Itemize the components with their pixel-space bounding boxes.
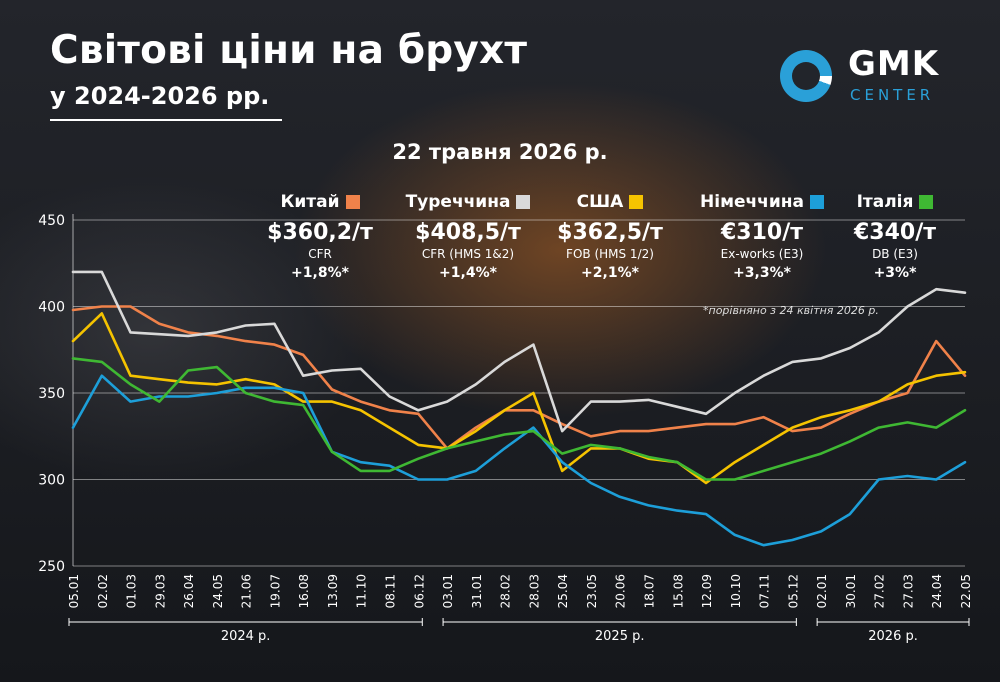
y-tick-label: 300 bbox=[38, 473, 65, 489]
country-name: Німеччина bbox=[700, 192, 804, 212]
footnote: *порівняно з 24 квітня 2026 р. bbox=[703, 304, 879, 317]
country-usa: США $362,5/т FOB (HMS 1/2) +2,1%* bbox=[530, 192, 690, 281]
country-change: +2,1%* bbox=[581, 265, 639, 281]
x-tick-label: 27.02 bbox=[873, 574, 887, 608]
y-tick-label: 400 bbox=[38, 300, 65, 316]
legend-swatch-icon bbox=[516, 195, 531, 209]
x-tick-label: 06.12 bbox=[412, 574, 426, 608]
country-change: +1,8%* bbox=[291, 265, 349, 281]
x-tick-label: 28.03 bbox=[527, 574, 541, 608]
x-tick-label: 11.10 bbox=[355, 574, 369, 608]
country-basis: CFR bbox=[308, 247, 332, 261]
x-tick-label: 25.04 bbox=[556, 574, 570, 608]
country-china: Китай $360,2/т CFR +1,8%* bbox=[240, 192, 400, 281]
series-line-Китай bbox=[71, 305, 967, 450]
x-tick-label: 08.11 bbox=[384, 574, 398, 608]
country-price: €310/т bbox=[720, 220, 804, 245]
x-tick-label: 24.05 bbox=[211, 574, 225, 608]
subtitle-underline bbox=[50, 119, 282, 121]
country-basis: Ex-works (E3) bbox=[720, 247, 804, 261]
logo-subtext: CENTER bbox=[850, 86, 935, 104]
x-tick-label: 23.05 bbox=[585, 574, 599, 608]
x-tick-label: 07.11 bbox=[758, 574, 772, 608]
country-turkey: Туреччина $408,5/т CFR (HMS 1&2) +1,4%* bbox=[388, 192, 548, 281]
country-price: $362,5/т bbox=[557, 220, 663, 245]
year-group-label: 2024 р. bbox=[221, 629, 271, 644]
year-group-label: 2026 р. bbox=[868, 629, 918, 644]
x-tick-label: 13.09 bbox=[326, 574, 340, 608]
y-tick-label: 350 bbox=[38, 386, 65, 402]
country-price: $408,5/т bbox=[415, 220, 521, 245]
country-change: +3%* bbox=[873, 265, 917, 281]
legend-swatch-icon bbox=[629, 195, 644, 209]
x-tick-label: 10.10 bbox=[729, 574, 743, 608]
x-tick-label: 26.04 bbox=[182, 574, 196, 608]
country-name: Китай bbox=[280, 192, 340, 212]
country-name: США bbox=[576, 192, 624, 212]
x-tick-label: 21.06 bbox=[240, 574, 254, 608]
legend-swatch-icon bbox=[809, 195, 824, 209]
x-tick-label: 05.12 bbox=[786, 574, 800, 608]
x-tick-label: 16.08 bbox=[297, 574, 311, 608]
chart-subtitle: у 2024-2026 рр. bbox=[50, 82, 270, 110]
country-price: $360,2/т bbox=[267, 220, 373, 245]
logo-brand: GMK bbox=[848, 44, 940, 84]
x-tick-label: 20.06 bbox=[614, 574, 628, 608]
x-tick-label: 12.09 bbox=[700, 574, 714, 608]
x-tick-label: 02.02 bbox=[96, 574, 110, 608]
country-basis: DB (E3) bbox=[872, 247, 918, 261]
x-tick-label: 03.01 bbox=[441, 574, 455, 608]
series-line-Італія bbox=[71, 357, 967, 481]
x-tick-label: 31.01 bbox=[470, 574, 484, 608]
country-germany: Німеччина €310/т Ex-works (E3) +3,3%* bbox=[682, 192, 842, 281]
country-change: +3,3%* bbox=[733, 265, 791, 281]
x-tick-label: 27.03 bbox=[901, 574, 915, 608]
country-name: Туреччина bbox=[405, 192, 511, 212]
country-price: €340/т bbox=[853, 220, 937, 245]
x-tick-label: 18.07 bbox=[642, 574, 656, 608]
x-tick-label: 02.01 bbox=[815, 574, 829, 608]
x-tick-label: 15.08 bbox=[671, 574, 685, 608]
x-tick-label: 19.07 bbox=[268, 574, 282, 608]
country-basis: FOB (HMS 1/2) bbox=[566, 247, 654, 261]
series-line-Німеччина bbox=[71, 374, 967, 547]
x-tick-label: 22.05 bbox=[959, 574, 973, 608]
x-tick-label: 05.01 bbox=[67, 574, 81, 608]
gmk-logo-icon bbox=[780, 50, 832, 102]
series-line-Туреччина bbox=[71, 270, 967, 433]
x-tick-label: 28.02 bbox=[499, 574, 513, 608]
x-tick-label: 29.03 bbox=[153, 574, 167, 608]
x-tick-label: 01.03 bbox=[125, 574, 139, 608]
y-tick-label: 250 bbox=[38, 559, 65, 575]
country-italy: Італія €340/т DB (E3) +3%* bbox=[815, 192, 975, 281]
legend-swatch-icon bbox=[345, 195, 360, 209]
chart-title: Світові ціни на брухт bbox=[50, 28, 528, 73]
y-tick-label: 450 bbox=[38, 213, 65, 229]
x-tick-label: 24.04 bbox=[930, 574, 944, 608]
country-basis: CFR (HMS 1&2) bbox=[421, 247, 515, 261]
series-line-США bbox=[71, 312, 967, 485]
year-group-label: 2025 р. bbox=[595, 629, 645, 644]
x-tick-label: 30.01 bbox=[844, 574, 858, 608]
date-label: 22 травня 2026 р. bbox=[392, 140, 608, 164]
legend-swatch-icon bbox=[919, 195, 934, 209]
country-change: +1,4%* bbox=[439, 265, 497, 281]
country-name: Італія bbox=[856, 192, 914, 212]
